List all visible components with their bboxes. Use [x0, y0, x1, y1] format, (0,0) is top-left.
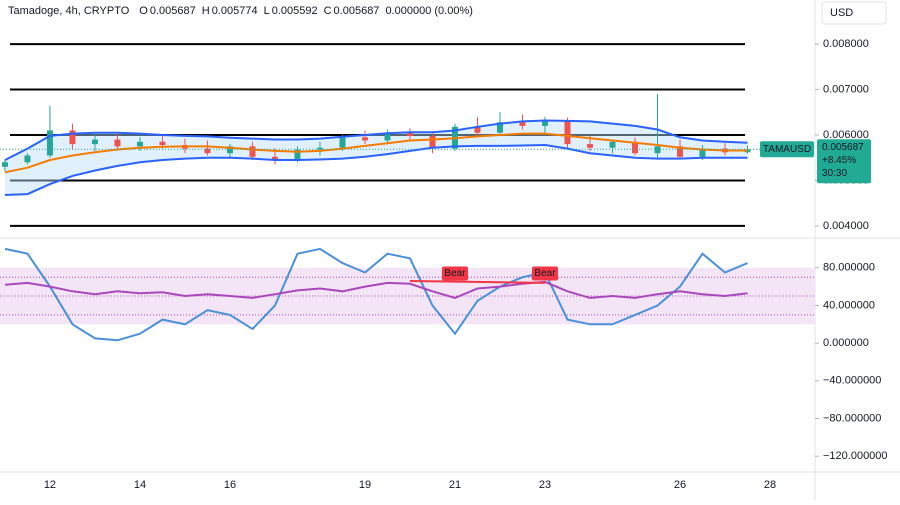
- candle-body: [24, 155, 31, 163]
- candle-body: [159, 141, 166, 145]
- badge-price: 0.005687: [822, 142, 864, 153]
- band-fill: [4, 120, 748, 195]
- annotation-bg: [531, 266, 558, 281]
- ohlc-value: 0.005774: [212, 5, 258, 17]
- y-tick-label: 0.008000: [823, 38, 869, 50]
- y-tick-label: 0.004000: [823, 220, 869, 232]
- candle-body: [496, 122, 503, 133]
- y-tick-label: 40.000000: [823, 299, 875, 311]
- ohlc-value: 0.005687: [150, 5, 196, 17]
- candle-body: [1, 162, 8, 167]
- y-tick-label: −80.000000: [823, 412, 881, 424]
- y-tick-label: −120.000000: [823, 450, 888, 462]
- x-tick-label: 26: [674, 479, 686, 491]
- candle-body: [69, 130, 76, 145]
- candle-body: [294, 149, 301, 160]
- candle-body: [91, 139, 98, 145]
- candle-body: [204, 148, 211, 154]
- candle-body: [271, 156, 278, 160]
- ohlc-key: L: [264, 5, 270, 17]
- annotation: Bear: [444, 268, 466, 279]
- candle-body: [429, 135, 436, 149]
- x-tick-label: 21: [449, 479, 461, 491]
- x-tick-label: 14: [134, 479, 146, 491]
- middle-band: [4, 132, 748, 174]
- candle-body: [406, 132, 413, 136]
- y-tick-label: 0.000000: [823, 337, 869, 349]
- change: 0.000000 (0.00%): [385, 5, 472, 17]
- x-tick-label: 12: [44, 479, 56, 491]
- x-tick-label: 16: [224, 479, 236, 491]
- badge-bg: [817, 139, 871, 184]
- x-tick-label: 19: [359, 479, 371, 491]
- candle-body: [609, 141, 616, 148]
- ohlc-key: O: [139, 5, 148, 17]
- currency-button[interactable]: [821, 1, 887, 25]
- candle-body: [541, 120, 548, 126]
- candle-body: [114, 139, 121, 147]
- y-tick-label: 80.000000: [823, 262, 875, 274]
- candle-body: [654, 146, 661, 154]
- candle-body: [676, 146, 683, 157]
- candle-body: [564, 120, 571, 145]
- y-tick-label: −40.000000: [823, 375, 881, 387]
- upper-band: [4, 119, 748, 161]
- oscillator-line: [4, 247, 748, 342]
- candle-body: [46, 130, 53, 156]
- annotation: Bear: [534, 268, 556, 279]
- badge-symbol-bg: [760, 141, 814, 158]
- lower-band: [4, 143, 748, 196]
- divergence-line: [409, 280, 546, 284]
- candle-body: [316, 147, 323, 150]
- ohlc-key: C: [324, 5, 332, 17]
- x-tick-label: 23: [539, 479, 551, 491]
- currency[interactable]: USD: [830, 7, 853, 19]
- band-fill: [0, 267, 815, 325]
- badge-countdown: 30:30: [822, 168, 847, 179]
- symbol: Tamadoge, 4h, CRYPTO: [8, 5, 130, 17]
- ohlc-key: H: [202, 5, 210, 17]
- y-tick-label: 0.007000: [823, 83, 869, 95]
- candle-body: [699, 148, 706, 157]
- candle-body: [339, 137, 346, 148]
- candle-body: [586, 144, 593, 148]
- badge-change: +8.45%: [822, 155, 856, 166]
- candle-body: [519, 122, 526, 126]
- candle-body: [361, 137, 368, 141]
- annotation-bg: [441, 266, 468, 281]
- candle-body: [474, 126, 481, 133]
- candle-body: [249, 146, 256, 157]
- oscillator-line: [4, 280, 748, 299]
- candle-body: [631, 141, 638, 154]
- y-tick-label: 0.006000: [823, 129, 869, 141]
- ohlc-value: 0.005592: [272, 5, 318, 17]
- x-tick-label: 28: [764, 479, 776, 491]
- candle-body: [384, 132, 391, 141]
- badge-symbol: TAMAUSD: [763, 144, 811, 155]
- candle-body: [226, 146, 233, 154]
- ohlc-value: 0.005687: [334, 5, 380, 17]
- header: Tamadoge, 4h, CRYPTO O 0.005687 H 0.005774 L 0…: [8, 5, 473, 17]
- candle-body: [136, 141, 143, 147]
